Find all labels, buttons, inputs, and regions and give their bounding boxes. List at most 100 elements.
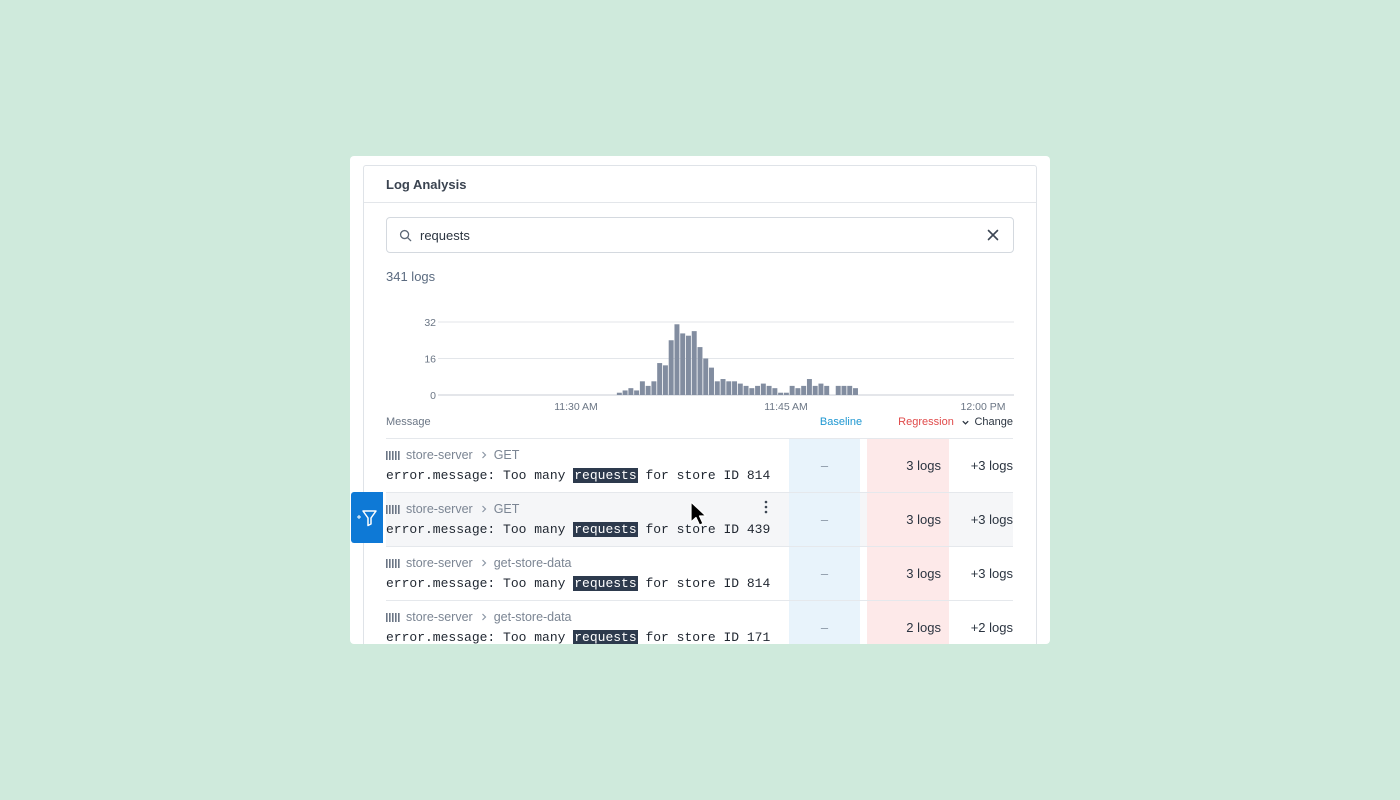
table-row[interactable]: store-server get-store-data error.messag… [386, 600, 1013, 644]
histogram-bar [847, 385, 853, 396]
histogram-bar [766, 385, 772, 396]
message-text: for store ID 439 [637, 522, 771, 537]
table-row[interactable]: store-server GET error.message: Too many… [386, 492, 1013, 546]
histogram-bar [835, 385, 841, 396]
more-options-icon[interactable] [764, 500, 768, 514]
chevron-right-icon [481, 613, 487, 621]
service-bars-icon [386, 504, 400, 514]
log-histogram-chart: 32 16 0 11:30 AM 11:45 AM 12:00 PM [424, 317, 1014, 413]
chevron-right-icon [481, 505, 487, 513]
row-service-path: store-server GET [386, 448, 519, 462]
row-service: store-server [406, 556, 473, 570]
row-baseline: – [789, 601, 860, 644]
table-row[interactable]: store-server GET error.message: Too many… [386, 438, 1013, 492]
search-highlight: requests [573, 576, 638, 591]
column-header-baseline[interactable]: Baseline [819, 416, 863, 428]
row-operation: GET [493, 448, 520, 462]
histogram-bar [743, 385, 749, 396]
histogram-bar [616, 392, 622, 395]
log-analysis-card: Log Analysis 341 logs 32 16 0 11:30 AM 11:45… [350, 156, 1050, 644]
row-baseline: – [789, 547, 860, 600]
histogram-bar [645, 385, 651, 396]
message-text: error.message: Too many [386, 522, 574, 537]
chevron-down-icon [962, 420, 970, 425]
histogram-bar [714, 381, 720, 395]
histogram-bar [841, 385, 847, 396]
histogram-bar [749, 388, 755, 395]
row-baseline: – [789, 493, 860, 546]
message-text: error.message: Too many [386, 468, 574, 483]
row-regression: 3 logs [867, 493, 949, 546]
row-change: +3 logs [970, 566, 1013, 581]
histogram-bar [703, 358, 709, 395]
row-change: +2 logs [970, 620, 1013, 635]
row-service-path: store-server get-store-data [386, 556, 572, 570]
search-highlight: requests [573, 630, 638, 644]
close-icon[interactable] [987, 229, 999, 241]
add-filter-button[interactable] [351, 492, 383, 543]
histogram-bar [772, 388, 778, 395]
row-service-path: store-server get-store-data [386, 610, 572, 624]
log-table: store-server GET error.message: Too many… [386, 438, 1013, 644]
histogram-bar [737, 383, 743, 395]
histogram-bar [789, 385, 795, 396]
row-change: +3 logs [970, 458, 1013, 473]
row-message: error.message: Too many requests for sto… [386, 522, 770, 537]
service-bars-icon [386, 558, 400, 568]
histogram-bar [697, 347, 703, 395]
search-icon [399, 229, 412, 241]
message-text: for store ID 814 [637, 576, 771, 591]
table-row[interactable]: store-server get-store-data error.messag… [386, 546, 1013, 600]
row-regression: 3 logs [867, 547, 949, 600]
y-tick-label: 0 [430, 390, 436, 402]
service-bars-icon [386, 450, 400, 460]
message-text: error.message: Too many [386, 630, 574, 644]
column-header-message: Message [386, 416, 431, 428]
histogram-bar [685, 335, 691, 395]
column-header-change[interactable]: Change [961, 416, 1013, 428]
histogram-bar [639, 381, 645, 395]
histogram-bar [801, 385, 807, 396]
histogram-bar [622, 390, 628, 395]
chevron-right-icon [481, 559, 487, 567]
row-regression: 2 logs [867, 601, 949, 644]
histogram-bar [662, 365, 668, 395]
histogram-bar [795, 388, 801, 395]
row-message: error.message: Too many requests for sto… [386, 630, 770, 644]
row-change: +3 logs [970, 512, 1013, 527]
row-operation: get-store-data [493, 610, 572, 624]
histogram-bar [680, 333, 686, 395]
search-box[interactable] [386, 217, 1014, 253]
histogram-bar [709, 367, 714, 396]
histogram-bar [755, 385, 761, 396]
row-service: store-server [406, 448, 473, 462]
row-service: store-server [406, 610, 473, 624]
x-tick-label: 12:00 PM [961, 401, 1006, 413]
histogram-bar [720, 379, 726, 395]
row-message: error.message: Too many requests for sto… [386, 576, 770, 591]
chevron-right-icon [481, 451, 487, 459]
histogram-bar [657, 363, 663, 395]
row-service: store-server [406, 502, 473, 516]
row-message: error.message: Too many requests for sto… [386, 468, 770, 483]
panel-title: Log Analysis [364, 166, 1036, 203]
histogram-bar [668, 340, 674, 395]
histogram-bar [778, 392, 784, 395]
log-analysis-panel: Log Analysis 341 logs 32 16 0 11:30 AM 11:45… [363, 165, 1037, 644]
filter-plus-icon [357, 509, 377, 526]
histogram-bar [760, 383, 766, 395]
search-input[interactable] [418, 226, 987, 244]
message-text: for store ID 814 [637, 468, 771, 483]
histogram-bar [628, 388, 634, 395]
histogram-bar [818, 383, 824, 395]
histogram-bar [783, 392, 789, 395]
histogram-bar [806, 379, 812, 395]
row-service-path: store-server GET [386, 502, 519, 516]
histogram-bar [691, 331, 697, 396]
histogram-bar [853, 388, 858, 395]
histogram-bar [812, 385, 818, 396]
histogram-bar [674, 324, 680, 395]
service-bars-icon [386, 612, 400, 622]
column-header-regression[interactable]: Regression [898, 416, 954, 428]
histogram-bar [651, 381, 657, 395]
